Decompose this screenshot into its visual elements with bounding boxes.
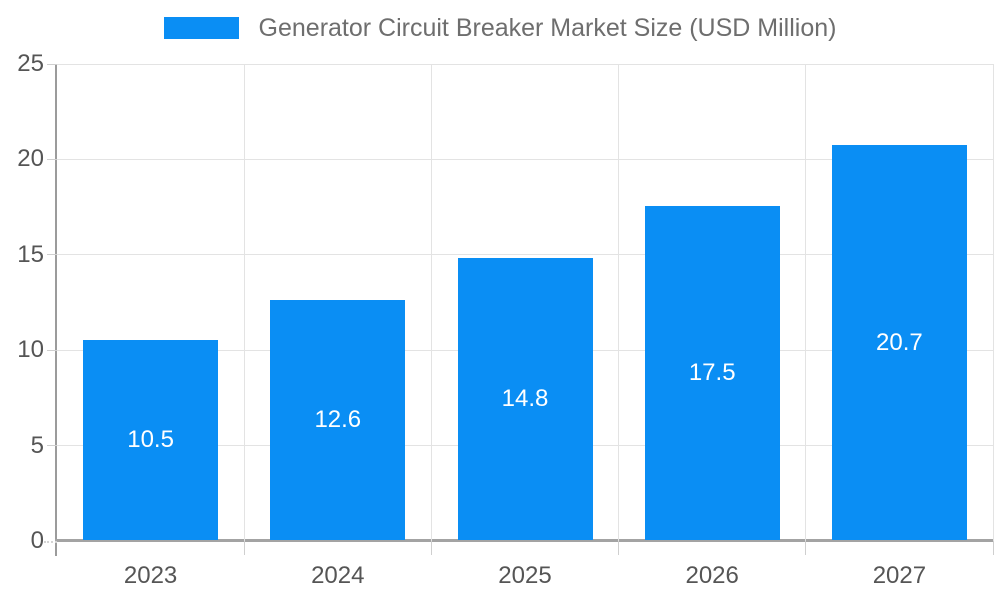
x-tick-label-2027: 2027	[872, 562, 927, 589]
gridline-x-boundary-4	[805, 64, 807, 541]
gridline-x-boundary-2	[430, 64, 432, 541]
bar-value-label-2024: 12.6	[314, 405, 362, 433]
bar-2025: 14.8	[457, 257, 593, 540]
y-tick-label-5: 5	[30, 431, 44, 459]
y-tick-label-10: 10	[17, 336, 44, 364]
gridline-x-boundary-3	[618, 64, 620, 541]
y-tick-label-25: 25	[17, 50, 44, 77]
bar-2026: 17.5	[644, 206, 780, 540]
legend-item[interactable]: Generator Circuit Breaker Market Size (U…	[163, 14, 837, 42]
x-tick-mark-5	[992, 541, 994, 555]
y-tick-label-15: 15	[17, 240, 44, 268]
y-tick-mark-20	[47, 158, 57, 160]
x-tick-mark-1	[243, 541, 245, 555]
gridline-y-25	[57, 63, 993, 65]
x-tick-label-2025: 2025	[498, 562, 552, 589]
x-tick-mark-4	[805, 541, 807, 555]
y-tick-mark-10	[47, 349, 57, 351]
y-tick-mark-25	[47, 63, 57, 65]
plot-area: 0 5 10 15 20 25 10.5 2023 12.6 2024 14.8 2025 17.5 20…	[17, 50, 994, 589]
x-tick-label-2024: 2024	[311, 562, 365, 589]
legend-label: Generator Circuit Breaker Market Size (U…	[258, 14, 837, 42]
legend-swatch	[163, 17, 239, 39]
gridline-x-boundary-1	[243, 64, 245, 541]
gridline-y-15	[57, 254, 993, 256]
y-tick-mark-0	[44, 540, 57, 543]
y-tick-label-20: 20	[17, 145, 44, 173]
x-tick-mark-2	[430, 541, 432, 555]
bar-value-label-2025: 14.8	[501, 384, 549, 412]
bar-value-label-2026: 17.5	[688, 359, 736, 387]
bar-2023: 10.5	[83, 339, 219, 540]
gridline-x-boundary-5	[992, 64, 994, 541]
y-tick-mark-15	[47, 254, 57, 256]
x-tick-label-2023: 2023	[123, 562, 178, 589]
bar-2027: 20.7	[831, 145, 967, 540]
bar-value-label-2027: 20.7	[876, 328, 923, 356]
y-tick-label-0: 0	[30, 527, 44, 554]
x-tick-mark-3	[618, 541, 620, 555]
y-tick-mark-5	[47, 445, 57, 447]
y-axis-line	[55, 64, 57, 556]
x-tick-label-2026: 2026	[685, 562, 739, 589]
gridline-y-20	[57, 158, 993, 160]
bar-value-label-2023: 10.5	[127, 425, 174, 453]
x-axis-line	[55, 539, 993, 542]
bar-2024: 12.6	[270, 299, 406, 540]
chart-legend: Generator Circuit Breaker Market Size (U…	[0, 14, 1000, 42]
